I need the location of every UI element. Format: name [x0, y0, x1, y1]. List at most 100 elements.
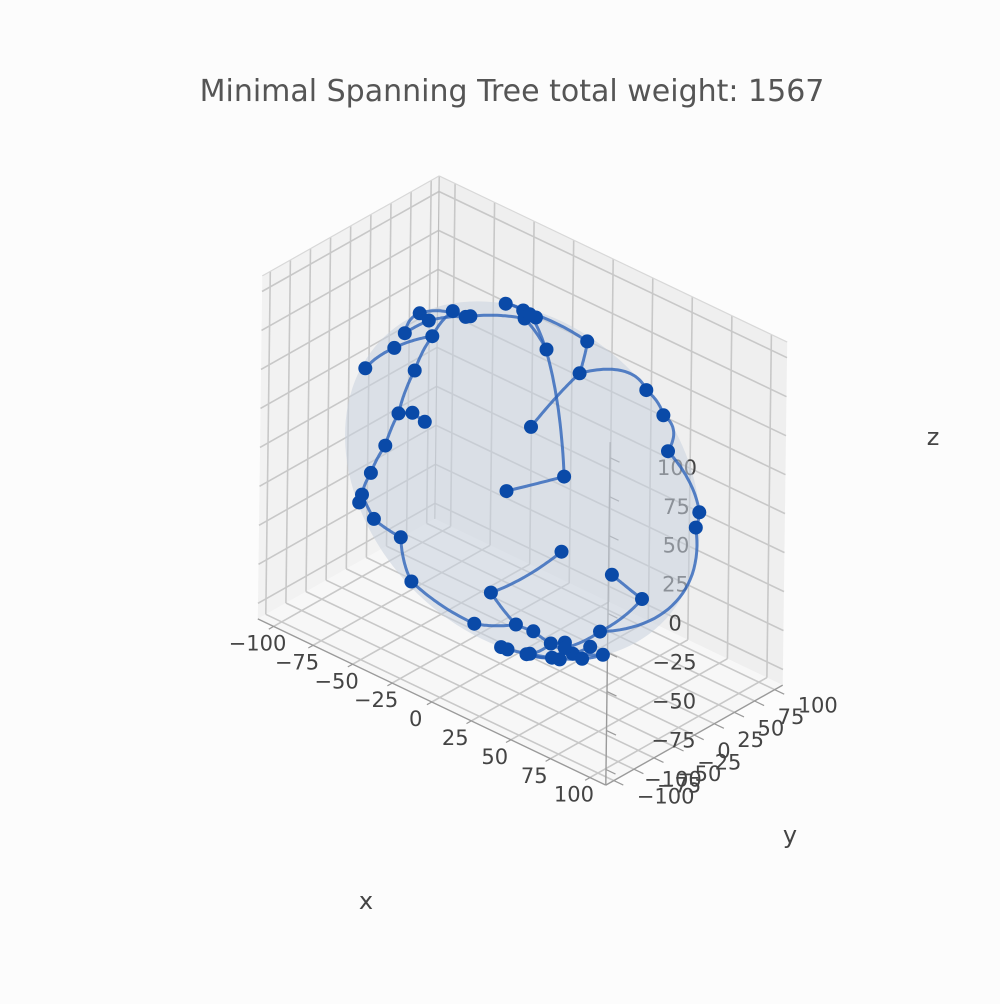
tree-node — [508, 617, 523, 632]
tree-edge — [397, 369, 417, 415]
z-tick-label: 0 — [668, 612, 681, 636]
grid-line-z-back — [438, 190, 788, 359]
x-tick-label: 0 — [409, 707, 422, 731]
tree-node — [595, 647, 610, 662]
grid-line-y-floor — [325, 579, 675, 748]
x-tick — [308, 644, 314, 649]
tree-node — [524, 419, 538, 434]
x-tick — [466, 720, 472, 725]
tree-node — [358, 361, 373, 376]
y-tick-label: −50 — [677, 762, 721, 786]
y-tick — [633, 768, 644, 775]
y-tick — [754, 700, 765, 707]
grid-line-z-left — [260, 268, 439, 371]
tree-node — [467, 616, 482, 631]
z-tick — [605, 768, 616, 775]
tree-node — [445, 304, 460, 319]
tree-node — [483, 585, 498, 600]
tree-node — [458, 309, 473, 324]
x-tick-label: −25 — [354, 688, 398, 712]
x-tick — [387, 682, 393, 687]
tree-edge — [598, 526, 699, 634]
x-tick-label: −50 — [314, 669, 358, 693]
y-tick-label: 25 — [737, 728, 764, 752]
x-tick — [545, 758, 551, 762]
grid-line-y-floor — [265, 613, 615, 782]
x-tick-label: 75 — [521, 764, 548, 788]
y-tick — [613, 780, 624, 786]
y-tick — [653, 757, 664, 763]
y-tick-label: 0 — [717, 739, 730, 763]
y-tick — [714, 723, 725, 729]
tree-node — [425, 329, 440, 344]
tree-node — [519, 647, 534, 662]
y-axis-label: y — [783, 821, 797, 849]
grid-line-y-floor — [285, 602, 635, 770]
tree-node — [407, 363, 422, 378]
z-axis-label: z — [927, 423, 940, 451]
tree-node — [421, 313, 436, 328]
tree-edge — [598, 597, 644, 634]
x-tick-label: −75 — [275, 650, 319, 674]
z-tick-label: −25 — [652, 651, 696, 675]
y-tick-label: −25 — [697, 751, 741, 775]
z-tick-label: −100 — [644, 768, 702, 792]
tree-node — [387, 340, 402, 355]
x-tick — [426, 701, 433, 706]
tree-node — [363, 465, 378, 480]
x-tick — [584, 777, 591, 781]
x-tick-label: −100 — [229, 632, 287, 656]
tree-edge — [468, 313, 527, 320]
tree-node — [583, 639, 598, 654]
z-tick-label: −50 — [652, 690, 696, 714]
y-tick — [774, 689, 785, 695]
tree-edge — [666, 449, 701, 514]
tree-edge — [528, 312, 566, 479]
tree-node — [405, 405, 420, 420]
tree-nodes — [352, 296, 707, 667]
tree-node — [688, 520, 703, 535]
x-tick-label: 100 — [554, 783, 594, 807]
x-tick — [347, 663, 353, 668]
tree-edge — [399, 535, 413, 583]
y-tick-label: 50 — [758, 717, 785, 741]
tree-edge — [505, 475, 566, 493]
y-tick — [734, 711, 745, 718]
tree-node — [494, 640, 509, 655]
tree-node — [580, 334, 595, 349]
y-axis-line — [605, 684, 784, 786]
x-axis-label: x — [359, 887, 373, 915]
tree-node — [554, 544, 569, 559]
tree-node — [391, 406, 406, 421]
chart-title: Minimal Spanning Tree total weight: 1567 — [200, 74, 825, 109]
tree-edge — [489, 550, 563, 595]
y-tick-label: 75 — [778, 705, 805, 729]
y-tick-label: −100 — [637, 785, 695, 809]
tree-node — [692, 505, 707, 520]
tree-node — [498, 296, 513, 311]
x-tick — [268, 625, 274, 630]
z-tick — [606, 691, 617, 697]
tree-node — [404, 574, 419, 589]
grid-line-z-left — [261, 229, 439, 332]
grid-line-z-back — [437, 268, 787, 437]
x-tick — [505, 739, 512, 744]
tree-node — [522, 307, 537, 322]
tree-node — [417, 414, 432, 429]
x-tick-label: 50 — [481, 745, 508, 769]
y-tick — [673, 745, 684, 752]
tree-node — [526, 624, 541, 639]
tree-edge — [578, 367, 648, 392]
tree-edge — [409, 580, 476, 626]
tree-node — [355, 487, 369, 502]
tree-node — [539, 342, 554, 357]
z-tick-label: −75 — [651, 729, 695, 753]
tree-node — [575, 651, 590, 666]
tree-node — [397, 326, 412, 341]
tree-node — [552, 652, 567, 667]
tree-node — [557, 641, 572, 655]
tree-node — [393, 530, 408, 545]
pane-edge — [438, 175, 788, 343]
